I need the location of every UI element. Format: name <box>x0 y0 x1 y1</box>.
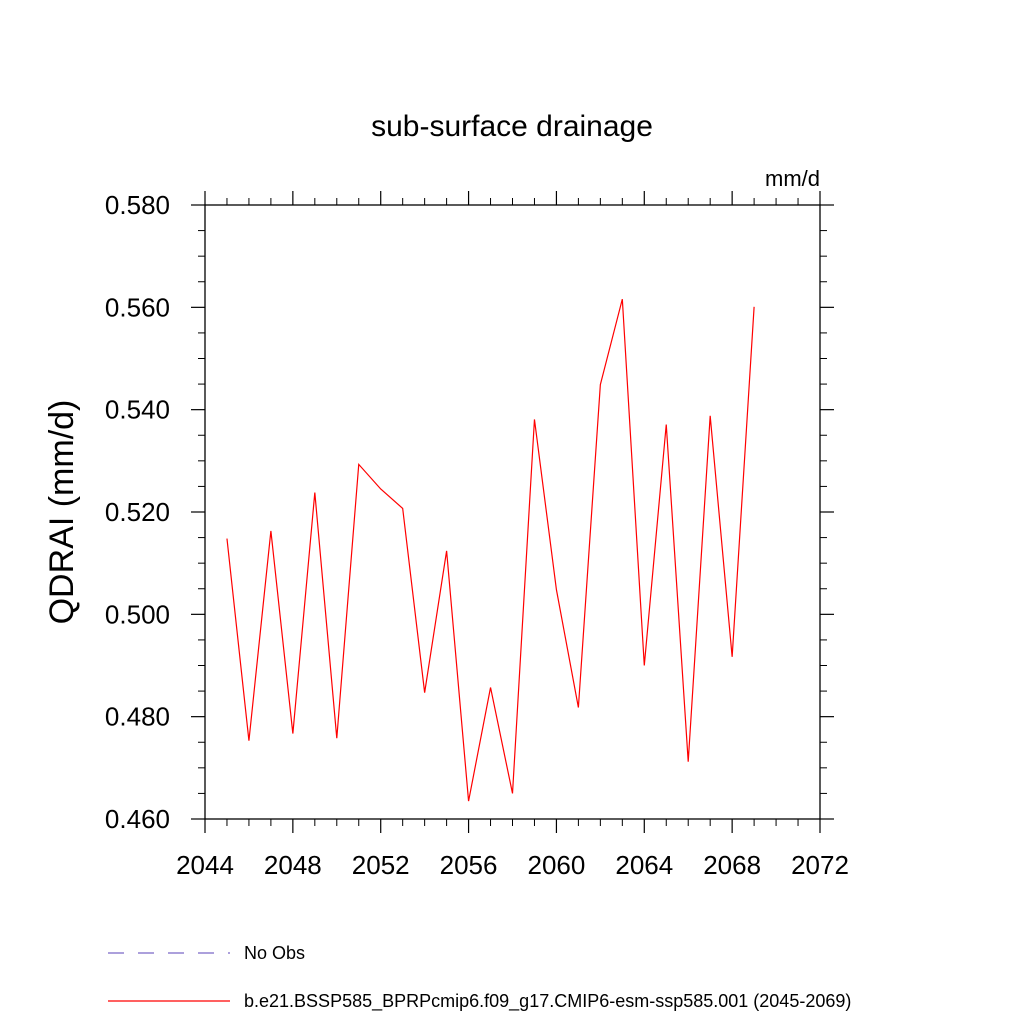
legend-label-model-run: b.e21.BSSP585_BPRPcmip6.f09_g17.CMIP6-es… <box>244 991 851 1012</box>
units-label: mm/d <box>765 166 820 191</box>
series-line <box>226 299 755 802</box>
series-layer <box>226 299 755 802</box>
x-tick-label: 2048 <box>264 850 322 880</box>
y-tick-label: 0.560 <box>105 292 170 322</box>
chart-title: sub-surface drainage <box>371 110 653 143</box>
y-axis-label: QDRAI (mm/d) <box>43 400 81 625</box>
legend: No Obs b.e21.BSSP585_BPRPcmip6.f09_g17.C… <box>108 943 851 1012</box>
x-tick-label: 2064 <box>615 850 673 880</box>
y-tick-label: 0.520 <box>105 497 170 527</box>
x-tick-label: 2052 <box>352 850 410 880</box>
y-tick-label: 0.460 <box>105 804 170 834</box>
x-tick-label: 2072 <box>791 850 849 880</box>
x-tick-label: 2068 <box>703 850 761 880</box>
y-axis: 0.460 0.480 0.500 0.520 0.540 0.560 0.580 <box>105 190 834 834</box>
x-tick-label: 2056 <box>440 850 498 880</box>
x-axis: 2044 2048 2052 2056 2060 2064 2068 2072 <box>176 191 849 880</box>
x-tick-label: 2060 <box>528 850 586 880</box>
y-tick-label: 0.540 <box>105 395 170 425</box>
y-tick-label: 0.500 <box>105 599 170 629</box>
y-tick-label: 0.580 <box>105 190 170 220</box>
plot-frame <box>204 204 821 820</box>
x-tick-label: 2044 <box>176 850 234 880</box>
legend-label-no-obs: No Obs <box>244 943 305 963</box>
y-tick-label: 0.480 <box>105 702 170 732</box>
